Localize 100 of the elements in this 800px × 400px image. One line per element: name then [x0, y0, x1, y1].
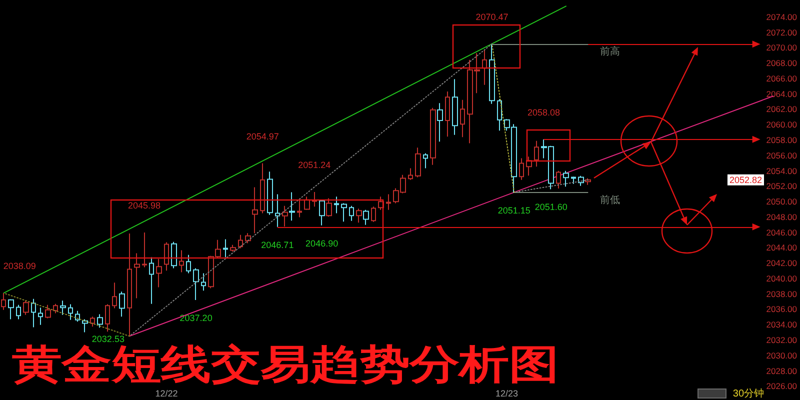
x-tick-label: 12/22 — [155, 388, 178, 398]
candlestick — [260, 162, 265, 214]
candlestick — [556, 170, 561, 189]
candlestick — [60, 300, 66, 316]
candlestick — [53, 303, 58, 314]
y-tick-label: 2056.00 — [766, 150, 798, 160]
candlestick — [408, 168, 413, 180]
y-tick-label: 2028.00 — [766, 366, 798, 376]
y-tick-label: 2050.00 — [766, 196, 798, 207]
candlestick — [45, 304, 51, 319]
annotation: 2045.98 — [128, 200, 161, 210]
candlestick — [112, 282, 117, 309]
y-tick-label: 2046.00 — [766, 227, 798, 238]
y-tick-label: 2048.00 — [766, 212, 798, 222]
candlestick — [245, 232, 251, 244]
annotation: 2037.20 — [180, 313, 212, 323]
annotation: 2046.71 — [261, 240, 294, 250]
annotation: 2051.24 — [298, 160, 331, 170]
candlestick — [445, 91, 450, 138]
candlestick — [563, 170, 569, 188]
annotation: 30分钟 — [732, 388, 764, 400]
candlestick — [230, 244, 236, 252]
candlestick — [415, 147, 421, 178]
candlestick — [38, 307, 43, 326]
annotation: 2070.47 — [476, 12, 508, 22]
y-tick-label: 2040.00 — [766, 273, 798, 284]
y-tick-label: 2052.00 — [766, 181, 798, 192]
candlestick — [105, 304, 110, 332]
candlestick — [238, 234, 243, 249]
y-tick-label: 2072.00 — [766, 27, 798, 38]
candlestick — [156, 258, 162, 288]
candlestick — [349, 205, 354, 222]
y-tick-label: 2068.00 — [766, 58, 798, 68]
candlestick — [423, 152, 428, 169]
candlestick — [371, 206, 376, 222]
candlestick — [171, 241, 177, 269]
candlestick — [149, 256, 154, 304]
y-tick-label: 2042.00 — [766, 258, 798, 268]
annotation: 2038.09 — [3, 261, 36, 272]
candlestick — [534, 140, 539, 168]
candlestick — [8, 298, 14, 320]
candlestick — [386, 194, 391, 210]
candlestick — [252, 186, 258, 234]
candlestick — [312, 192, 317, 208]
ref-line-label: 前高 — [600, 46, 620, 58]
annotation: 2051.15 — [498, 206, 530, 216]
candlestick — [460, 99, 465, 138]
y-tick-label: 2026.00 — [766, 381, 798, 392]
candlestick — [75, 310, 80, 322]
candlestick — [1, 292, 6, 310]
annotation: 2032.53 — [92, 334, 124, 344]
y-tick-label: 2062.00 — [766, 104, 798, 114]
candlestick — [193, 268, 199, 300]
candlestick — [341, 202, 347, 222]
y-tick-label: 2058.00 — [766, 135, 798, 145]
candlestick — [267, 171, 273, 216]
annotation: 2058.08 — [527, 107, 560, 118]
annotation: 2052.82 — [729, 174, 762, 185]
y-tick-label: 2038.00 — [766, 288, 798, 299]
y-tick-label: 2030.00 — [766, 350, 798, 360]
candlestick — [68, 304, 73, 320]
y-tick-label: 2044.00 — [766, 242, 798, 253]
candlestick — [82, 318, 88, 333]
annotation: 2054.97 — [246, 131, 279, 142]
candlestick — [223, 238, 228, 258]
candlestick — [186, 254, 191, 274]
candlestick — [519, 158, 524, 180]
y-tick-label: 2032.00 — [766, 335, 798, 345]
x-tick-label: 12/23 — [496, 388, 518, 398]
y-tick-label: 2064.00 — [766, 88, 798, 99]
y-tick-label: 2036.00 — [766, 304, 798, 314]
y-tick-label: 2034.00 — [766, 320, 798, 330]
candlestick — [16, 304, 21, 320]
ref-line-label: 前低 — [600, 194, 620, 206]
candlestick — [90, 316, 95, 328]
candlestick — [297, 199, 302, 218]
candlestick — [134, 252, 140, 299]
candlestick — [142, 232, 147, 268]
annotation: 2046.90 — [306, 238, 338, 248]
candlestick — [179, 250, 184, 273]
candlestick — [275, 194, 280, 228]
candlestick — [334, 196, 339, 214]
candlestick — [497, 98, 502, 132]
y-tick-label: 2066.00 — [766, 73, 798, 84]
y-tick-label: 2054.00 — [766, 166, 798, 176]
annotation: 2051.60 — [534, 202, 568, 212]
y-tick-label: 2070.00 — [766, 42, 798, 53]
candlestick — [201, 272, 206, 292]
candlestick — [452, 78, 458, 136]
candlestick — [127, 232, 132, 336]
y-tick-label: 2060.00 — [766, 120, 798, 130]
candlestick — [164, 242, 169, 272]
candlestick — [304, 196, 310, 210]
candlestick — [23, 300, 29, 316]
candlestick — [97, 314, 103, 328]
candlestick — [571, 176, 576, 184]
candlestick — [119, 291, 125, 318]
y-tick-label: 2074.00 — [766, 12, 798, 22]
candlestick — [31, 298, 36, 328]
candlestick — [489, 44, 495, 104]
